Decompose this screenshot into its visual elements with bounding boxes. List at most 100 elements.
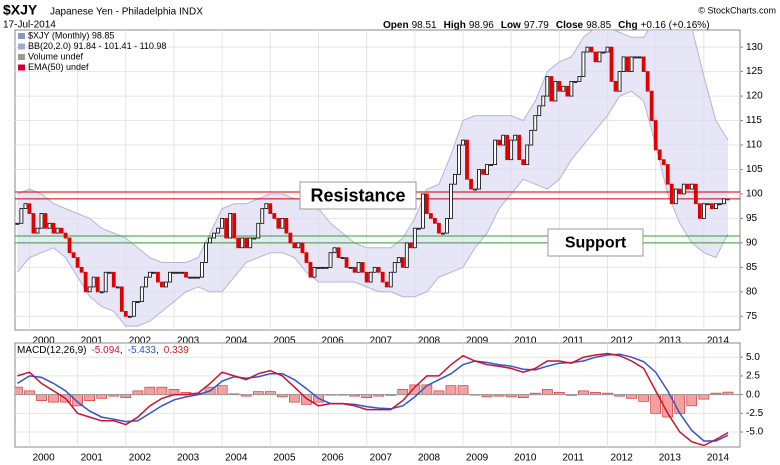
band-upper	[17, 30, 729, 263]
candle	[156, 271, 160, 283]
candle	[577, 76, 582, 82]
candle	[714, 203, 718, 210]
candle	[420, 193, 425, 229]
candle	[601, 51, 606, 54]
x-tick-label: 2011	[562, 453, 584, 464]
y-tick-label: 80	[746, 286, 758, 297]
macd-title: MACD(12,26,9)	[17, 345, 86, 356]
x-tick-label: 2009	[466, 336, 489, 347]
legend-label: Volume undef	[28, 51, 84, 61]
candle	[388, 271, 393, 288]
candle	[59, 227, 64, 234]
candle	[693, 183, 698, 205]
candle	[609, 46, 614, 82]
quote-value: 97.79	[524, 20, 549, 31]
candle	[549, 76, 554, 102]
candle	[477, 169, 481, 190]
candle	[525, 144, 530, 165]
candle	[457, 144, 461, 175]
candle	[424, 193, 429, 214]
x-tick-label: 2013	[659, 453, 682, 464]
candle	[485, 164, 489, 175]
candle	[441, 232, 445, 235]
candle	[87, 286, 92, 293]
x-tick-label: 2001	[81, 453, 104, 464]
candle	[517, 134, 522, 161]
candle	[151, 271, 156, 274]
candle	[220, 218, 225, 229]
candle	[416, 227, 421, 230]
y-tick-label: 125	[746, 66, 763, 77]
y-tick-label: 0.0	[746, 389, 760, 400]
candle	[412, 227, 417, 249]
candle	[428, 213, 433, 219]
macd-legend-separator: ,	[120, 345, 123, 356]
candle	[701, 203, 706, 219]
x-tick-label: 2000	[32, 453, 55, 464]
candle	[160, 281, 164, 288]
candle	[135, 301, 140, 304]
candle	[465, 139, 469, 180]
candle	[561, 85, 566, 92]
candle	[184, 271, 188, 278]
candle	[107, 271, 112, 274]
macd-legend-separator: ,	[156, 345, 159, 356]
legend-label: $XJY (Monthly) 98.85	[28, 30, 114, 40]
candle	[316, 266, 321, 269]
quote-label: Open	[383, 20, 409, 31]
candle	[368, 271, 373, 283]
candle	[585, 46, 590, 53]
candle	[240, 237, 245, 249]
candle	[67, 237, 72, 254]
subtitle: Japanese Yen - Philadelphia INDX	[50, 7, 203, 18]
y-tick-label: 5.0	[746, 352, 760, 363]
histogram-bar	[578, 390, 589, 395]
candle	[621, 56, 626, 72]
candle	[300, 242, 305, 254]
candle	[324, 266, 329, 269]
y-tick-label: 115	[746, 115, 762, 126]
candle	[705, 203, 710, 206]
candle	[629, 56, 634, 72]
candle	[641, 56, 646, 72]
candle	[581, 51, 586, 77]
candle	[256, 222, 261, 239]
x-tick-label: 2012	[611, 336, 634, 347]
candle	[172, 271, 176, 274]
candle	[661, 159, 666, 165]
candle	[505, 134, 510, 161]
candle	[228, 213, 233, 239]
candle	[15, 222, 20, 225]
annotation-box	[299, 181, 417, 210]
candle	[27, 203, 32, 214]
candle	[605, 46, 610, 53]
x-tick-label: 2005	[273, 453, 296, 464]
quote-label: Close	[556, 20, 584, 31]
candle	[557, 80, 562, 92]
candle	[633, 56, 638, 59]
candle	[657, 149, 662, 161]
candle	[320, 266, 325, 269]
candle	[649, 90, 654, 121]
x-tick-label: 2007	[370, 453, 393, 464]
candle	[613, 80, 618, 92]
x-tick-label: 2009	[466, 453, 489, 464]
histogram-bar	[156, 386, 168, 395]
candle	[533, 115, 538, 131]
x-tick-label: 2003	[177, 336, 200, 347]
candle	[244, 237, 249, 249]
candle	[685, 183, 690, 190]
candle	[260, 208, 265, 224]
candle	[489, 164, 493, 166]
candle	[91, 276, 96, 288]
candle	[75, 257, 80, 268]
candle	[212, 232, 216, 239]
candle	[176, 271, 180, 274]
candle	[597, 51, 602, 63]
candle	[673, 188, 678, 205]
histogram-bar	[96, 394, 108, 399]
candle	[473, 188, 477, 191]
quote-value: 98.96	[469, 20, 494, 31]
x-tick-label: 2007	[370, 336, 393, 347]
